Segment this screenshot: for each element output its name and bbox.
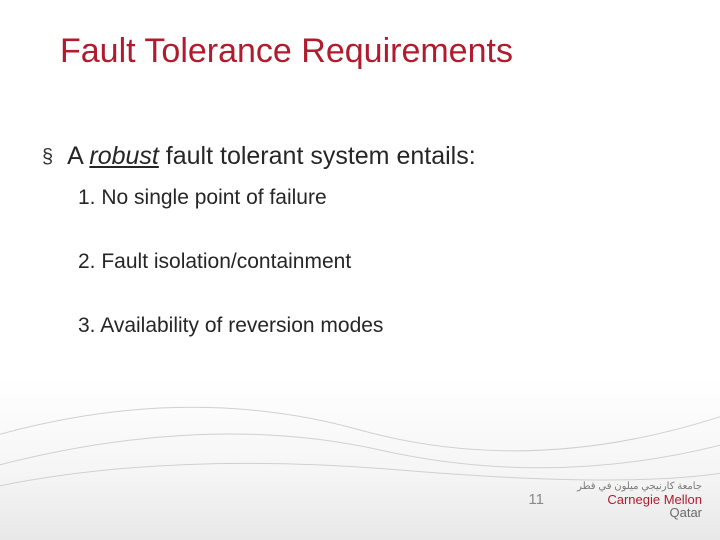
list-item-2: 2. Fault isolation/containment (78, 250, 351, 274)
bullet-emphasis: robust (89, 142, 158, 170)
logo-qatar: Qatar (669, 505, 702, 520)
page-number: 11 (528, 491, 544, 508)
list-item-3: 3. Availability of reversion modes (78, 314, 383, 338)
bullet-text: A robust fault tolerant system entails: (67, 142, 476, 171)
slide-title: Fault Tolerance Requirements (60, 32, 513, 71)
cmu-qatar-logo: جامعة كارنيجي ميلون في قطر Carnegie Mell… (552, 481, 702, 520)
main-bullet: § A robust fault tolerant system entails… (42, 142, 476, 172)
logo-english-text: Carnegie Mellon Qatar (552, 493, 702, 520)
bullet-suffix: fault tolerant system entails: (159, 142, 476, 170)
slide-container: Fault Tolerance Requirements § A robust … (0, 0, 720, 540)
wave-path-1 (0, 407, 720, 451)
bullet-marker: § (42, 142, 53, 172)
logo-arabic-text: جامعة كارنيجي ميلون في قطر (552, 481, 702, 492)
bullet-prefix: A (67, 142, 89, 170)
wave-path-2 (0, 434, 720, 470)
list-item-1: 1. No single point of failure (78, 186, 327, 210)
